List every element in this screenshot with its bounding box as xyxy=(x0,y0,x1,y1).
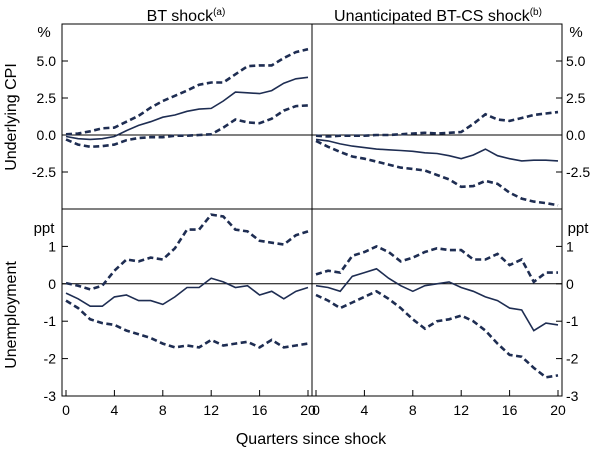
lower-band-line-bottom-right xyxy=(315,289,559,379)
lower-band-line-top-right xyxy=(315,139,559,207)
y-tick-label-bottom-right: -3 xyxy=(566,388,579,404)
y-tick-label-top-right: 2.5 xyxy=(566,90,586,106)
x-tick-label-bottom-left: 8 xyxy=(159,402,167,418)
y-tick-label-bottom-left: -2 xyxy=(44,351,57,367)
y-tick-label-bottom-right: -2 xyxy=(566,351,579,367)
unit-label-unemp-right: ppt xyxy=(568,220,590,237)
y-tick-label-bottom-left: 1 xyxy=(48,238,56,254)
x-tick-label-bottom-right: 16 xyxy=(502,402,518,418)
y-tick-label-top-left: 2.5 xyxy=(37,90,57,106)
x-axis-label: Quarters since shock xyxy=(236,431,387,448)
x-tick-label-bottom-left: 20 xyxy=(300,402,316,418)
x-tick-label-bottom-right: 20 xyxy=(550,402,566,418)
y-tick-label-bottom-left: -1 xyxy=(44,313,57,329)
unit-label-cpi-left: % xyxy=(37,24,50,41)
y-axis-label-unemployment: Unemployment xyxy=(3,261,20,369)
y-tick-label-top-left: -2.5 xyxy=(32,164,56,180)
y-tick-label-bottom-right: 0 xyxy=(566,276,574,292)
x-tick-label-bottom-left: 0 xyxy=(62,402,70,418)
x-tick-label-bottom-left: 12 xyxy=(203,402,219,418)
x-tick-label-bottom-right: 8 xyxy=(409,402,417,418)
plot-area: -2.5 0.0 2.5 5.0 -2.5 0.0 2.5 5.0 -3 -2 -1 0 1 0 4 8 12 1… xyxy=(32,23,590,418)
y-tick-label-bottom-left: 0 xyxy=(48,276,56,292)
y-tick-label-top-left: 0.0 xyxy=(37,127,57,143)
panel-title-left-note: (a) xyxy=(213,7,225,18)
upper-band-line-bottom-right xyxy=(315,244,558,284)
unit-label-unemp-left: ppt xyxy=(34,220,56,237)
y-tick-label-bottom-right: 1 xyxy=(566,238,574,254)
lower-band-line-top-left xyxy=(65,104,309,149)
x-tick-label-bottom-right: 4 xyxy=(361,402,369,418)
estimate-line-top-left xyxy=(65,76,309,141)
x-tick-label-bottom-left: 4 xyxy=(111,402,119,418)
x-tick-label-bottom-right: 0 xyxy=(312,402,320,418)
panel-title-right-note: (b) xyxy=(530,7,542,18)
upper-band-line-top-left xyxy=(65,47,309,136)
unit-label-cpi-right: % xyxy=(569,24,582,41)
y-tick-label-top-right: 5.0 xyxy=(566,53,586,69)
y-tick-label-bottom-right: -1 xyxy=(566,313,579,329)
y-tick-label-top-right: -2.5 xyxy=(566,164,590,180)
upper-band-line-bottom-left xyxy=(65,213,309,291)
estimate-line-bottom-left xyxy=(65,277,309,308)
panel-title-left: BT shock(a) xyxy=(147,7,226,25)
estimate-line-bottom-right xyxy=(315,267,559,332)
x-tick-label-bottom-left: 16 xyxy=(252,402,268,418)
lower-band-line-bottom-left xyxy=(65,299,309,349)
estimate-line-top-right xyxy=(315,138,559,162)
panel-title-right: Unanticipated BT-CS shock(b) xyxy=(334,7,542,25)
y-tick-label-top-right: 0.0 xyxy=(566,127,586,143)
y-tick-label-bottom-left: -3 xyxy=(44,388,57,404)
y-axis-label-cpi: Underlying CPI xyxy=(3,63,20,171)
y-tick-label-top-left: 5.0 xyxy=(37,53,57,69)
x-tick-label-bottom-right: 12 xyxy=(453,402,469,418)
upper-band-line-top-right xyxy=(315,110,559,138)
